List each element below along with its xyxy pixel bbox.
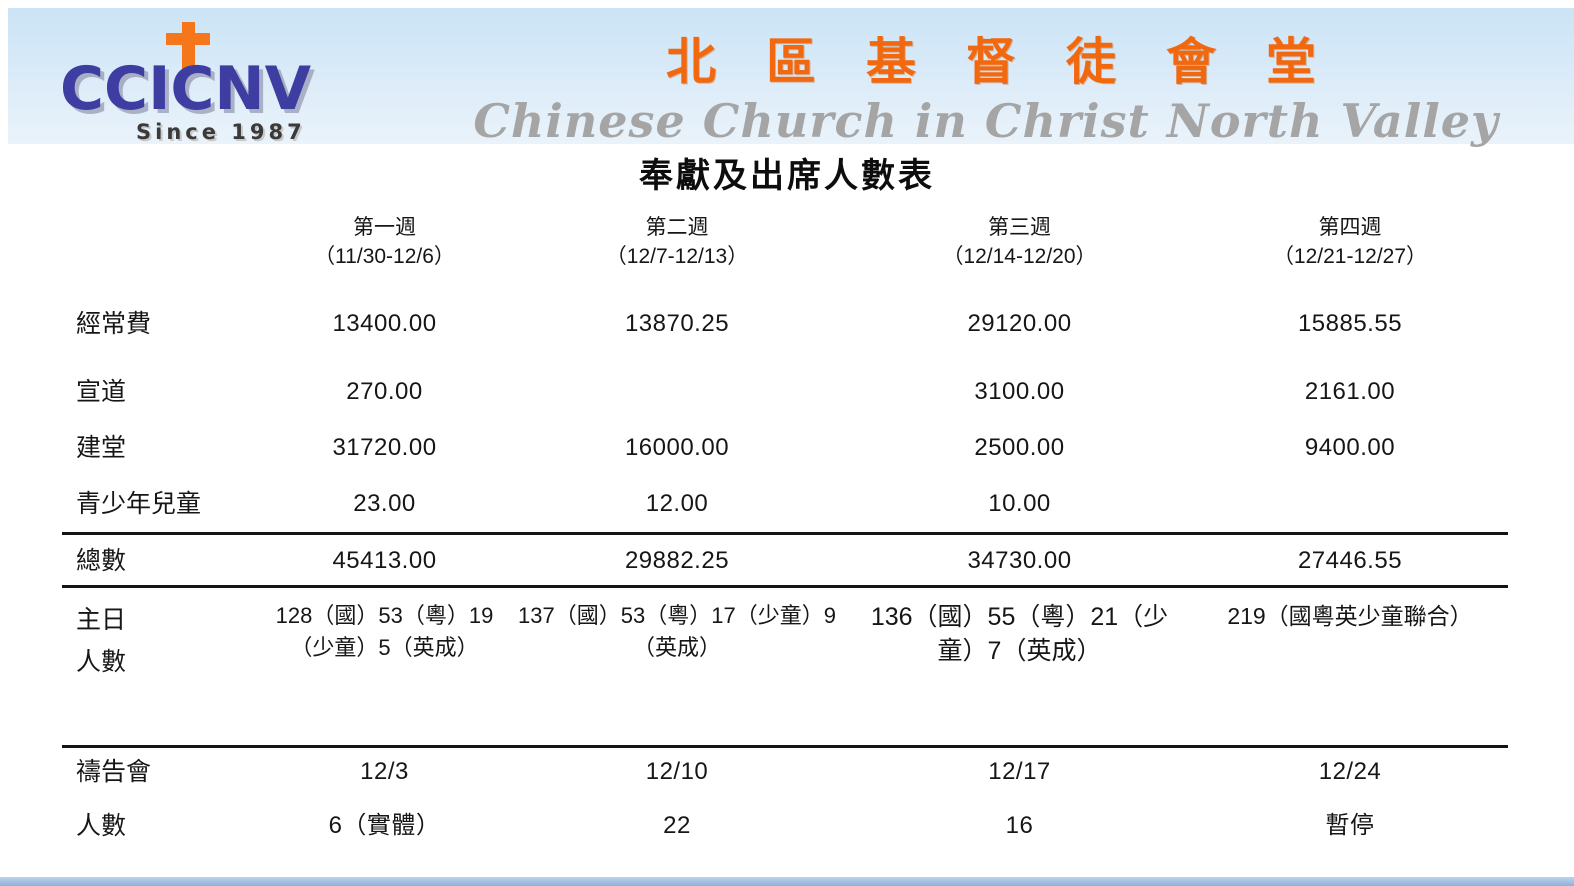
date-cell: 12/10 (645, 758, 709, 785)
sunday-attendance-row: 主日 人數 128（國）53（粵）19（少童）5（英成） 137（國）53（粵）… (62, 585, 1508, 745)
amount-cell: 9400.00 (1304, 434, 1396, 461)
week-header-row: 第一週 （11/30-12/6） 第二週 （12/7-12/13） 第三週 （1… (62, 202, 1508, 300)
attendance-cell: 128（國）53（粵）19（少童）5（英成） (275, 603, 494, 660)
week-label: 第四週 (1318, 215, 1382, 239)
offering-attendance-table: 第一週 （11/30-12/6） 第二週 （12/7-12/13） 第三週 （1… (62, 202, 1508, 864)
week-header: 第二週 （12/7-12/13） (507, 212, 847, 272)
amount-cell: 13870.25 (624, 310, 730, 337)
amount-cell: 3100.00 (974, 378, 1065, 405)
prayer-meeting-row: 禱告會 12/3 12/10 12/17 12/24 (62, 745, 1508, 804)
amount-cell: 31720.00 (332, 434, 437, 461)
count-cell: 16 (1005, 812, 1034, 839)
row-label: 建堂 (76, 435, 127, 462)
row-label: 禱告會 (76, 759, 152, 786)
amount-cell: 29120.00 (967, 310, 1072, 337)
amount-cell: 2500.00 (974, 434, 1065, 461)
row-label: 主日 人數 (62, 600, 262, 684)
total-row: 總數 45413.00 29882.25 34730.00 27446.55 (62, 532, 1508, 585)
row-label: 宣道 (76, 379, 127, 406)
church-name-english: Chinese Church in Christ North Valley (473, 94, 1499, 148)
attendance-cell: 219（國粵英少童聯合） (1227, 603, 1473, 629)
week-header: 第三週 （12/14-12/20） (847, 212, 1192, 272)
offering-row-general-fund: 經常費 13400.00 13870.25 29120.00 15885.55 (62, 300, 1508, 368)
amount-cell: 270.00 (346, 378, 423, 405)
row-label: 人數 (76, 813, 127, 840)
week-label: 第二週 (645, 215, 709, 239)
logo-text: CCICNV (60, 54, 312, 124)
week-dates: （12/7-12/13） (605, 245, 749, 268)
week-header: 第一週 （11/30-12/6） (262, 212, 507, 272)
amount-cell: 15885.55 (1297, 310, 1403, 337)
amount-cell: 10.00 (988, 490, 1051, 517)
amount-cell: 23.00 (353, 490, 416, 517)
row-label: 青少年兒童 (76, 491, 202, 518)
date-cell: 12/3 (360, 758, 409, 785)
amount-cell: 16000.00 (624, 434, 730, 461)
header-banner: CCICNV Since 1987 北區基督徒會堂 Chinese Church… (8, 8, 1574, 148)
amount-cell: 27446.55 (1297, 547, 1403, 574)
week-dates: （11/30-12/6） (314, 245, 455, 268)
church-name-chinese: 北區基督徒會堂 (666, 32, 1366, 91)
cross-icon-horizontal (166, 33, 210, 45)
count-cell: 暫停 (1325, 812, 1375, 839)
count-cell: 6（實體） (328, 812, 441, 839)
count-cell: 22 (663, 812, 691, 839)
offering-row-building-fund: 建堂 31720.00 16000.00 2500.00 9400.00 (62, 424, 1508, 480)
amount-cell: 45413.00 (332, 547, 437, 574)
date-cell: 12/24 (1318, 758, 1382, 785)
page-title: 奉獻及出席人數表 (639, 158, 935, 195)
amount-cell: 29882.25 (624, 547, 730, 574)
row-label: 總數 (76, 548, 127, 575)
prayer-attendance-row: 人數 6（實體） 22 16 暫停 (62, 804, 1508, 864)
date-cell: 12/17 (988, 758, 1051, 785)
amount-cell: 2161.00 (1304, 378, 1396, 405)
row-label-line1: 主日 (76, 607, 127, 634)
attendance-cell: 137（國）53（粵）17（少童）9（英成） (518, 603, 836, 660)
week-label: 第一週 (353, 215, 416, 239)
week-header: 第四週 （12/21-12/27） (1192, 212, 1508, 272)
logo-tagline: Since 1987 (136, 120, 306, 144)
amount-cell: 12.00 (645, 490, 709, 517)
week-dates: （12/14-12/20） (942, 245, 1097, 268)
amount-cell: 13400.00 (332, 310, 437, 337)
church-logo: CCICNV Since 1987 (60, 12, 390, 152)
attendance-cell: 136（國）55（粵）21（少童）7（英成） (870, 603, 1169, 665)
offering-row-youth-children: 青少年兒童 23.00 12.00 10.00 (62, 480, 1508, 532)
cross-icon (166, 22, 210, 72)
week-dates: （12/21-12/27） (1272, 245, 1428, 268)
offering-row-missions: 宣道 270.00 3100.00 2161.00 (62, 368, 1508, 424)
row-label-line2: 人數 (76, 649, 127, 676)
week-label: 第三週 (988, 215, 1051, 239)
amount-cell: 34730.00 (967, 547, 1072, 574)
row-label: 經常費 (76, 311, 152, 338)
bottom-accent-bar (0, 877, 1574, 886)
